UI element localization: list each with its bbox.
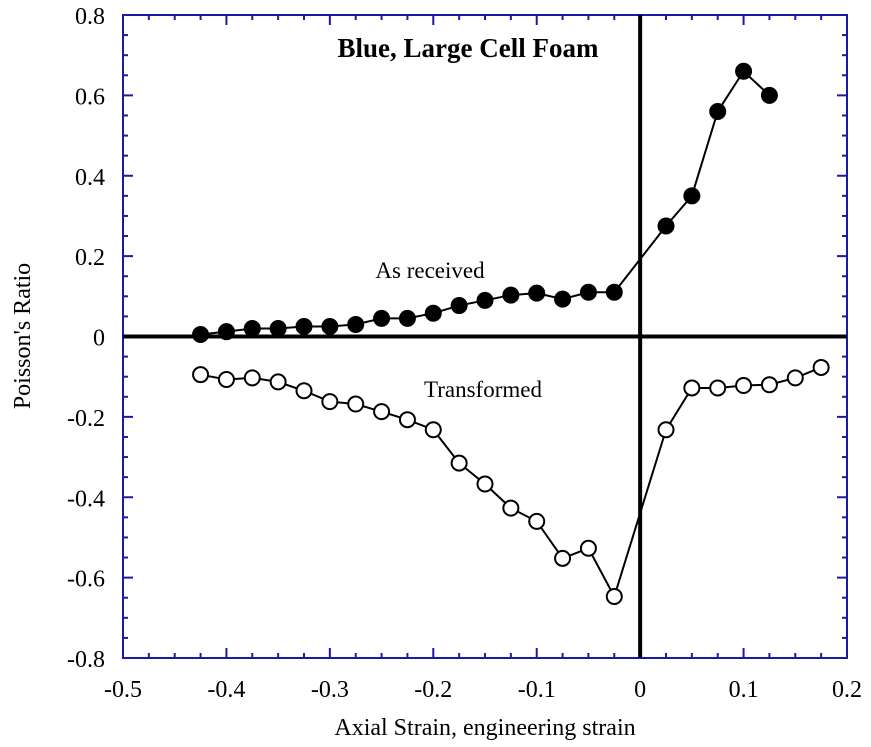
y-tick-label: 0.2: [75, 245, 105, 271]
tick-labels: -0.5 -0.4 -0.3 -0.2 -0.1 0 0.1 0.2 0.8 0.6 0.4 0.2 0…: [67, 4, 862, 703]
x-axis-title: Axial Strain, engineering strain: [334, 715, 635, 741]
as-received-point: [398, 309, 416, 327]
x-tick-label: -0.3: [311, 677, 349, 703]
transformed-point: [528, 512, 546, 530]
as-received-point: [450, 297, 468, 315]
as-received-point: [735, 62, 753, 80]
as-received-point: [424, 304, 442, 322]
series-lines: [200, 69, 822, 600]
x-tick-label: 0: [634, 677, 646, 703]
x-tick-label: -0.5: [104, 677, 142, 703]
transformed-point: [554, 549, 572, 567]
transformed-point: [321, 393, 339, 411]
x-tick-label: -0.2: [414, 677, 452, 703]
transformed-point: [243, 369, 261, 387]
transformed-point: [192, 366, 210, 384]
as-received-point: [321, 317, 339, 335]
as-received-point: [528, 284, 546, 302]
as-received-point: [295, 317, 313, 335]
transformed-point: [812, 358, 830, 376]
as-received-point: [217, 323, 235, 341]
transformed-point: [347, 395, 365, 413]
annotation-as-received: As received: [375, 258, 485, 283]
series-markers: [192, 62, 830, 606]
transformed-point: [657, 421, 675, 439]
transformed-point: [476, 475, 494, 493]
series-line-0: [200, 69, 771, 336]
as-received-point: [192, 325, 210, 343]
transformed-point: [450, 454, 468, 472]
transformed-point: [295, 382, 313, 400]
y-tick-label: 0.6: [75, 84, 105, 110]
transformed-point: [424, 421, 442, 439]
transformed-point: [760, 376, 778, 394]
transformed-point: [579, 539, 597, 557]
as-received-point: [502, 286, 520, 304]
as-received-point: [554, 290, 572, 308]
transformed-point: [709, 379, 727, 397]
as-received-point: [269, 319, 287, 337]
y-tick-label: 0.8: [75, 4, 105, 30]
annotation-transformed: Transformed: [424, 377, 542, 402]
transformed-point: [398, 411, 416, 429]
x-tick-label: 0.1: [729, 677, 759, 703]
as-received-point: [683, 187, 701, 205]
y-tick-label: -0.8: [67, 647, 105, 673]
as-received-point: [579, 283, 597, 301]
transformed-point: [373, 403, 391, 421]
as-received-point: [657, 217, 675, 235]
transformed-point: [217, 371, 235, 389]
as-received-point: [605, 283, 623, 301]
transformed-point: [683, 379, 701, 397]
y-tick-label: -0.6: [67, 567, 105, 593]
y-tick-label: -0.2: [67, 406, 105, 432]
transformed-point: [605, 588, 623, 606]
x-tick-label: -0.1: [518, 677, 556, 703]
as-received-point: [709, 102, 727, 120]
as-received-point: [243, 319, 261, 337]
minor-ticks: [123, 15, 847, 658]
x-tick-label: 0.2: [832, 677, 862, 703]
as-received-point: [760, 86, 778, 104]
y-tick-label: 0.4: [75, 165, 105, 191]
chart-title: Blue, Large Cell Foam: [338, 33, 599, 63]
transformed-point: [269, 373, 287, 391]
as-received-point: [476, 291, 494, 309]
y-tick-label: -0.4: [67, 486, 105, 512]
y-axis-title: Poisson's Ratio: [10, 263, 36, 409]
zero-axes: [123, 15, 847, 658]
as-received-point: [373, 309, 391, 327]
x-tick-label: -0.4: [207, 677, 245, 703]
as-received-point: [347, 315, 365, 333]
transformed-point: [786, 369, 804, 387]
y-tick-label: 0: [93, 326, 105, 352]
transformed-point: [502, 499, 520, 517]
transformed-point: [735, 377, 753, 395]
